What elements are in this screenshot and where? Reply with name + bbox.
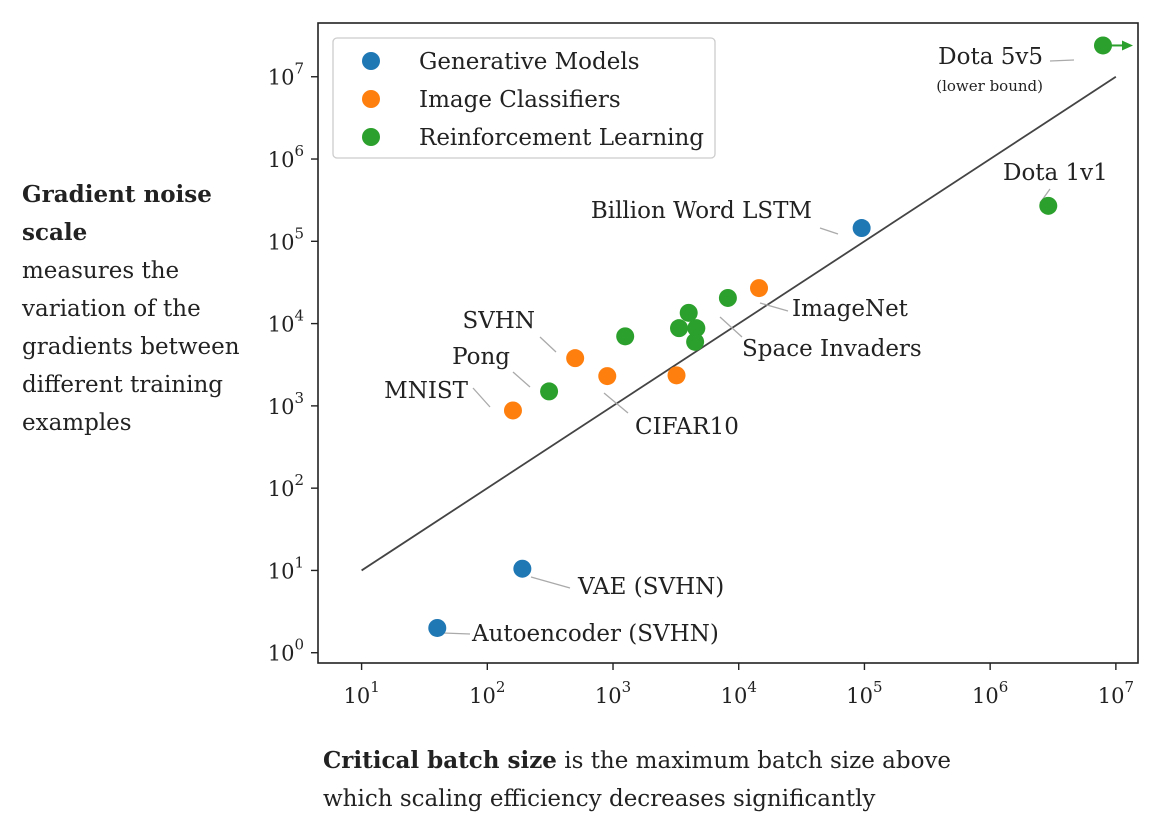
annotation-leader-line <box>603 392 629 414</box>
y-tick-label: 103 <box>268 389 304 419</box>
plot-frame <box>317 22 1139 664</box>
point-annotation: VAE (SVHN) <box>577 574 724 600</box>
point-annotation: Autoencoder (SVHN) <box>471 621 719 647</box>
x-tick-label: 101 <box>343 678 379 708</box>
legend-box <box>332 37 716 159</box>
x-tick-label: 105 <box>846 678 882 708</box>
x-tick-label: 104 <box>721 678 757 708</box>
data-point <box>686 332 705 351</box>
x-tick-label: 102 <box>469 678 505 708</box>
lower-bound-arrow-icon <box>1121 40 1133 51</box>
x-axis-label-bold: Critical batch size <box>323 747 557 774</box>
legend-entry-label: Generative Models <box>419 49 640 75</box>
data-point <box>513 559 532 578</box>
annotation-leader-line <box>719 316 743 338</box>
legend-entry-label: Image Classifiers <box>419 87 621 113</box>
data-point <box>679 303 698 322</box>
point-annotation: SVHN <box>462 308 535 334</box>
data-point <box>718 288 737 307</box>
point-annotation: Pong <box>452 344 510 370</box>
point-annotation: MNIST <box>384 378 469 404</box>
point-sub-annotation: (lower bound) <box>936 77 1043 95</box>
data-point <box>670 319 689 338</box>
annotation-leader-line <box>530 576 571 589</box>
y-axis-label: Gradient noise scale measures the variat… <box>22 176 252 442</box>
point-annotation: Dota 1v1 <box>1003 160 1108 186</box>
x-axis-label: Critical batch size is the maximum batch… <box>323 742 1023 818</box>
y-tick-label: 100 <box>268 636 304 666</box>
legend-marker <box>362 52 380 70</box>
annotation-leader-line <box>512 371 531 388</box>
trend-line <box>361 75 1117 572</box>
data-point <box>852 219 871 238</box>
x-axis-label-description: is the maximum batch size above which sc… <box>323 748 952 812</box>
data-point <box>428 618 447 637</box>
annotation-leader-line <box>442 632 471 635</box>
data-point <box>503 401 522 420</box>
y-tick-label: 105 <box>268 224 304 254</box>
point-annotation: Billion Word LSTM <box>591 198 812 224</box>
x-tick-label: 107 <box>1098 678 1134 708</box>
data-point <box>616 327 635 346</box>
x-tick-label: 103 <box>595 678 631 708</box>
data-point <box>687 319 706 338</box>
legend-marker <box>362 90 380 108</box>
y-tick-label: 107 <box>268 60 304 90</box>
annotation-leader-line <box>819 227 839 235</box>
legend-marker <box>362 128 380 146</box>
legend-entry-label: Reinforcement Learning <box>419 125 704 151</box>
x-tick-label: 106 <box>972 678 1008 708</box>
y-axis-label-bold: Gradient noise scale <box>22 181 212 246</box>
y-tick-label: 101 <box>268 553 304 583</box>
annotation-leader-line <box>472 387 491 408</box>
point-annotation: Space Invaders <box>742 336 922 362</box>
data-point <box>667 366 686 385</box>
point-annotation: ImageNet <box>792 296 909 322</box>
data-point <box>598 367 617 386</box>
y-tick-label: 102 <box>268 471 304 501</box>
data-point <box>1093 36 1112 55</box>
data-point <box>566 349 585 368</box>
point-annotation: CIFAR10 <box>635 414 739 440</box>
y-tick-label: 104 <box>268 307 304 337</box>
data-point <box>750 279 769 298</box>
annotation-leader-line <box>539 336 557 353</box>
y-tick-label: 106 <box>268 142 304 172</box>
point-annotation: Dota 5v5 <box>938 44 1043 70</box>
y-axis-label-description: measures the variation of the gradients … <box>22 258 240 436</box>
annotation-leader-line <box>759 302 789 312</box>
data-point <box>1039 196 1058 215</box>
annotation-leader-line <box>1049 59 1075 62</box>
data-point <box>540 382 559 401</box>
